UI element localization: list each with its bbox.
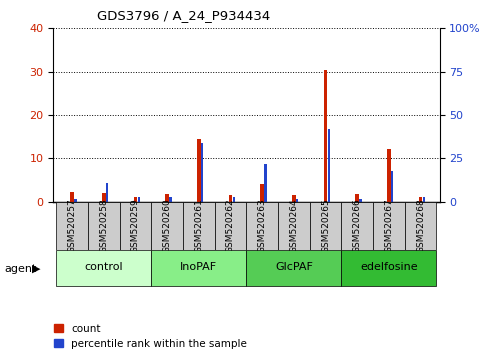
Bar [102, 193, 106, 202]
Text: GSM520267: GSM520267 [384, 198, 393, 253]
Bar [355, 194, 359, 202]
Bar [373, 202, 405, 250]
Bar [341, 250, 436, 286]
Bar [170, 198, 172, 202]
Bar [57, 202, 88, 250]
Bar [106, 183, 108, 202]
Bar [165, 194, 169, 202]
Bar [260, 184, 264, 202]
Bar [57, 250, 151, 286]
Text: GSM520265: GSM520265 [321, 198, 330, 253]
Bar [197, 139, 201, 202]
Bar [341, 202, 373, 250]
Text: GDS3796 / A_24_P934434: GDS3796 / A_24_P934434 [97, 9, 270, 22]
Bar [265, 164, 267, 202]
Bar [74, 199, 77, 202]
Bar [391, 171, 394, 202]
Bar [120, 202, 151, 250]
Bar [405, 202, 436, 250]
Bar [423, 198, 425, 202]
Bar [214, 202, 246, 250]
Bar [296, 199, 298, 202]
Bar [310, 202, 341, 250]
Text: ▶: ▶ [32, 264, 41, 274]
Bar [246, 202, 278, 250]
Text: GSM520263: GSM520263 [257, 198, 267, 253]
Legend: count, percentile rank within the sample: count, percentile rank within the sample [54, 324, 247, 349]
Bar [324, 69, 327, 202]
Bar [151, 250, 246, 286]
Text: GSM520259: GSM520259 [131, 198, 140, 253]
Text: GSM520262: GSM520262 [226, 198, 235, 253]
Bar [292, 195, 296, 202]
Text: agent: agent [5, 264, 37, 274]
Text: GSM520261: GSM520261 [194, 198, 203, 253]
Text: GlcPAF: GlcPAF [275, 262, 313, 272]
Text: GSM520268: GSM520268 [416, 198, 425, 253]
Bar [88, 202, 120, 250]
Text: control: control [85, 262, 123, 272]
Bar [419, 196, 423, 202]
Text: GSM520260: GSM520260 [163, 198, 171, 253]
Bar [387, 149, 391, 202]
Bar [138, 196, 140, 202]
Bar [201, 143, 203, 202]
Bar [228, 195, 232, 202]
Text: InoPAF: InoPAF [180, 262, 217, 272]
Bar [151, 202, 183, 250]
Bar [233, 196, 235, 202]
Text: GSM520257: GSM520257 [68, 198, 77, 253]
Bar [183, 202, 214, 250]
Bar [328, 129, 330, 202]
Bar [359, 199, 362, 202]
Bar [134, 196, 137, 202]
Text: GSM520258: GSM520258 [99, 198, 108, 253]
Bar [246, 250, 341, 286]
Text: edelfosine: edelfosine [360, 262, 418, 272]
Bar [70, 192, 74, 202]
Text: GSM520266: GSM520266 [353, 198, 362, 253]
Bar [278, 202, 310, 250]
Text: GSM520264: GSM520264 [289, 198, 298, 253]
